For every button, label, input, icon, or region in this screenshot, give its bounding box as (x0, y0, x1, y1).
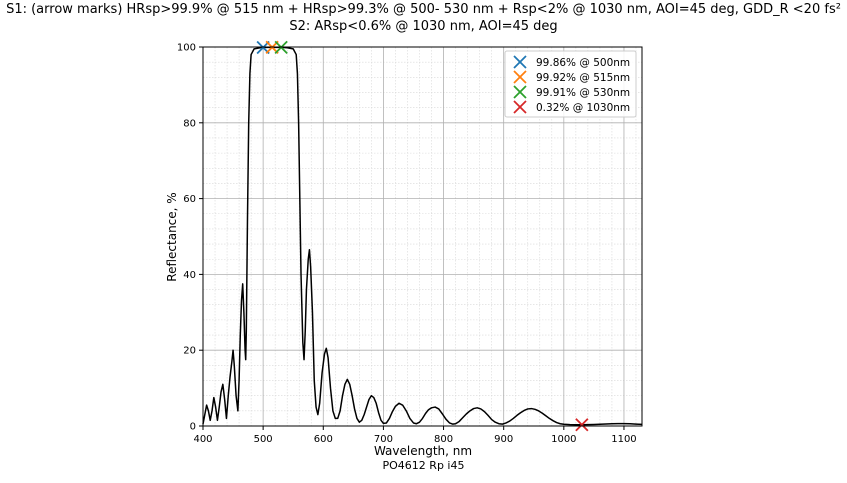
legend-marker (513, 55, 527, 69)
y-tick-label: 40 (183, 270, 196, 281)
x-tick-label: 400 (193, 434, 212, 445)
legend-entry: 99.86% @ 500nm (536, 57, 630, 69)
legend-marker (513, 100, 527, 114)
y-tick-label: 0 (190, 422, 196, 433)
series-layer (202, 46, 643, 426)
x-tick-label: 1100 (611, 434, 636, 445)
cross-stroke (513, 100, 527, 114)
legend-marker (513, 70, 527, 84)
cross-stroke (513, 70, 527, 84)
legend-entry: 99.92% @ 515nm (536, 72, 630, 84)
y-tick-label: 100 (177, 43, 196, 54)
legend-entry: 0.32% @ 1030nm (536, 102, 630, 114)
y-tick-label: 80 (183, 118, 196, 129)
x-tick-label: 500 (254, 434, 273, 445)
x-tick-label: 1000 (551, 434, 576, 445)
cross-stroke (513, 55, 527, 69)
legend-entry: 99.91% @ 530nm (536, 87, 630, 99)
x-tick-label: 800 (434, 434, 453, 445)
legend: 99.86% @ 500nm 99.92% @ 515nm 99.91% @ 530… (504, 50, 637, 118)
legend-box (504, 50, 637, 118)
chart-title-line-2: S2: ARsp<0.6% @ 1030 nm, AOI=45 deg (289, 19, 558, 34)
data-point-marker (575, 418, 589, 432)
legend-marker (513, 85, 527, 99)
y-tick-label: 60 (183, 194, 196, 205)
y-tick-label: 20 (183, 346, 196, 357)
figure-caption: PO4612 Rp i45 (382, 459, 465, 472)
cross-stroke (575, 418, 589, 432)
x-tick-label: 900 (494, 434, 513, 445)
axes-layer: 400 500 600 700 800 900 1000 1100 0 20 40 60 80 100 (177, 43, 643, 445)
chart-title-line-1: S1: (arrow marks) HRsp>99.9% @ 515 nm + … (6, 2, 841, 17)
plot-frame (202, 46, 643, 427)
x-axis-label: Wavelength, nm (374, 444, 472, 458)
x-tick-label: 600 (314, 434, 333, 445)
x-tick-label: 700 (374, 434, 393, 445)
cross-stroke (513, 85, 527, 99)
y-axis-label: Reflectance, % (165, 192, 179, 281)
reflectance-series-line (202, 46, 643, 426)
